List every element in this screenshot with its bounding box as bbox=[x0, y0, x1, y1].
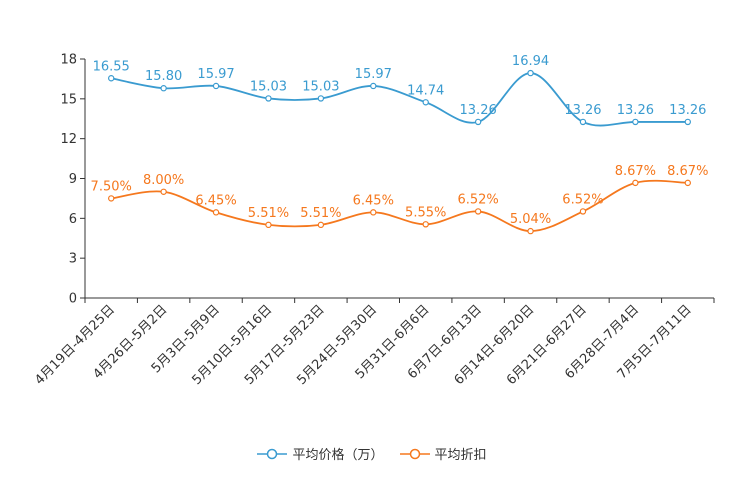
data-label-price: 16.94 bbox=[512, 54, 549, 69]
y-tick-label: 18 bbox=[60, 53, 77, 68]
legend-price-label: 平均价格（万） bbox=[292, 448, 384, 463]
legend-item-discount[interactable]: 平均折扣 bbox=[399, 444, 487, 463]
legend-price-line-icon bbox=[257, 448, 288, 459]
y-tick-label: 6 bbox=[69, 212, 77, 227]
data-label-discount: 5.55% bbox=[405, 205, 446, 220]
legend-item-price[interactable]: 平均价格（万） bbox=[257, 444, 384, 463]
data-point-price bbox=[527, 69, 534, 77]
y-tick-label: 0 bbox=[69, 292, 77, 307]
data-point-discount bbox=[684, 179, 691, 187]
data-point-price bbox=[212, 82, 220, 90]
y-tick-label: 9 bbox=[69, 172, 77, 187]
legend: 平均价格（万） 平均折扣 bbox=[0, 444, 744, 463]
series-discount: 7.50% 8.00% 6.45% 5.51% 5.51% 6.45% 5.55% 6.52%… bbox=[91, 164, 708, 235]
series-price: 16.55 15.80 15.97 15.03 15.03 15.97 14.74 13.26… bbox=[93, 54, 706, 127]
data-label-price: 13.26 bbox=[617, 103, 654, 118]
data-point-discount bbox=[422, 221, 429, 228]
data-label-discount: 8.67% bbox=[615, 164, 656, 179]
data-point-price bbox=[422, 99, 429, 106]
legend-discount-label: 平均折扣 bbox=[434, 448, 487, 463]
data-label-price: 15.03 bbox=[250, 79, 287, 94]
data-label-discount: 6.52% bbox=[457, 192, 498, 207]
data-point-price bbox=[370, 82, 377, 90]
data-label-price: 16.55 bbox=[93, 59, 130, 74]
data-label-price: 15.97 bbox=[197, 67, 234, 82]
data-label-price: 15.80 bbox=[145, 69, 182, 84]
data-label-price: 15.97 bbox=[355, 67, 392, 82]
data-label-discount: 5.51% bbox=[248, 206, 289, 221]
y-tick-label: 3 bbox=[69, 252, 77, 267]
data-label-price: 15.03 bbox=[302, 79, 339, 94]
data-label-discount: 7.50% bbox=[91, 179, 132, 194]
data-point-price bbox=[474, 118, 482, 126]
data-point-discount bbox=[579, 208, 587, 215]
data-point-discount bbox=[474, 208, 482, 215]
data-label-discount: 5.51% bbox=[300, 206, 341, 221]
data-point-price bbox=[632, 118, 639, 126]
data-label-price: 13.26 bbox=[564, 103, 601, 118]
data-label-discount: 6.52% bbox=[562, 192, 603, 207]
data-label-discount: 6.45% bbox=[353, 193, 394, 208]
data-point-discount bbox=[370, 209, 377, 216]
data-label-price: 14.74 bbox=[407, 83, 444, 98]
data-label-price: 13.26 bbox=[460, 103, 497, 118]
y-tick-label: 15 bbox=[60, 92, 77, 107]
x-axis: 4月19日-4月25日4月26日-5月2日5月3日-5月9日5月10日-5月16… bbox=[32, 297, 715, 388]
legend-discount-line-icon bbox=[399, 448, 430, 459]
data-point-price bbox=[317, 95, 325, 102]
data-point-discount bbox=[527, 227, 534, 235]
data-label-discount: 6.45% bbox=[195, 193, 236, 208]
data-point-price bbox=[160, 85, 167, 92]
data-point-discount bbox=[317, 221, 325, 229]
series-line-discount bbox=[111, 179, 688, 232]
data-point-discount bbox=[212, 209, 220, 216]
data-point-discount bbox=[632, 179, 639, 187]
y-tick-label: 12 bbox=[60, 132, 77, 147]
data-point-discount bbox=[265, 221, 272, 229]
y-axis: 0 3 6 9 12 15 18 bbox=[60, 53, 86, 307]
data-point-discount bbox=[160, 188, 167, 195]
data-label-discount: 5.04% bbox=[510, 212, 551, 227]
data-label-discount: 8.00% bbox=[143, 173, 184, 188]
data-point-discount bbox=[108, 195, 115, 202]
data-point-price bbox=[579, 118, 587, 126]
line-chart: 0 3 6 9 12 15 18 4月19日-4月25日4月26日-5月2日5月3日-5月9… bbox=[32, 53, 715, 388]
data-label-discount: 8.67% bbox=[667, 164, 708, 179]
data-point-price bbox=[108, 75, 115, 82]
data-point-price bbox=[265, 95, 272, 102]
data-point-price bbox=[684, 118, 691, 126]
data-label-price: 13.26 bbox=[669, 103, 706, 118]
series-layer: 16.55 15.80 15.97 15.03 15.03 15.97 14.74 13.26… bbox=[91, 54, 708, 235]
